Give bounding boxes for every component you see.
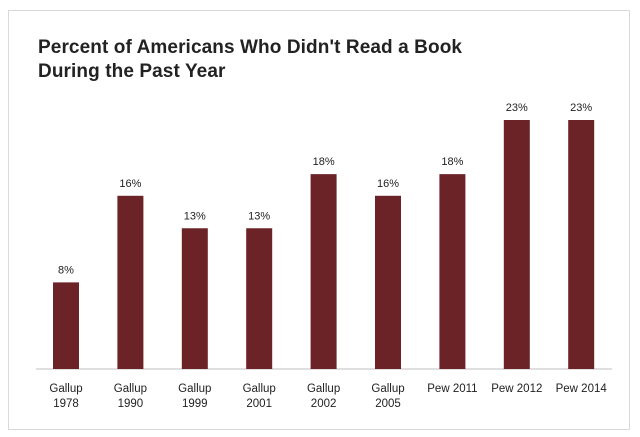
x-tick-label: Gallup xyxy=(49,383,82,395)
bar xyxy=(439,174,466,369)
x-tick-label: 2005 xyxy=(375,398,401,410)
bar xyxy=(375,195,401,369)
x-tick-label: Pew 2011 xyxy=(427,383,477,395)
x-tick-label: Pew 2014 xyxy=(556,383,608,395)
bar xyxy=(181,228,208,369)
bar xyxy=(53,282,79,369)
data-label: 13% xyxy=(248,210,270,222)
chart-title: Percent of Americans Who Didn't Read a B… xyxy=(38,36,558,84)
x-tick-label: 1990 xyxy=(118,398,144,410)
data-label: 18% xyxy=(441,156,463,168)
x-tick-label: 1999 xyxy=(182,398,208,410)
x-tick-label: Gallup xyxy=(243,383,276,395)
data-label: 23% xyxy=(506,102,528,114)
data-label: 16% xyxy=(119,178,141,190)
bar xyxy=(117,195,144,369)
x-tick-label: 1978 xyxy=(53,398,79,410)
data-label: 13% xyxy=(184,210,206,222)
bar xyxy=(503,120,530,369)
x-tick-label: Gallup xyxy=(371,383,404,395)
bar xyxy=(310,174,337,369)
x-tick-label: 2002 xyxy=(311,398,337,410)
data-label: 16% xyxy=(377,178,399,190)
data-label: 8% xyxy=(58,264,74,276)
data-label: 23% xyxy=(570,102,592,114)
bar xyxy=(568,120,595,369)
x-tick-label: Gallup xyxy=(114,383,147,395)
x-tick-label: Gallup xyxy=(307,383,340,395)
x-tick-label: Pew 2012 xyxy=(491,383,542,395)
x-tick-label: 2001 xyxy=(246,398,272,410)
x-tick-label: Gallup xyxy=(178,383,211,395)
bar xyxy=(246,228,273,369)
data-label: 18% xyxy=(313,156,335,168)
chart-title-line-1: Percent of Americans Who Didn't Read a B… xyxy=(38,37,463,58)
chart-title-line-2: During the Past Year xyxy=(38,61,226,82)
